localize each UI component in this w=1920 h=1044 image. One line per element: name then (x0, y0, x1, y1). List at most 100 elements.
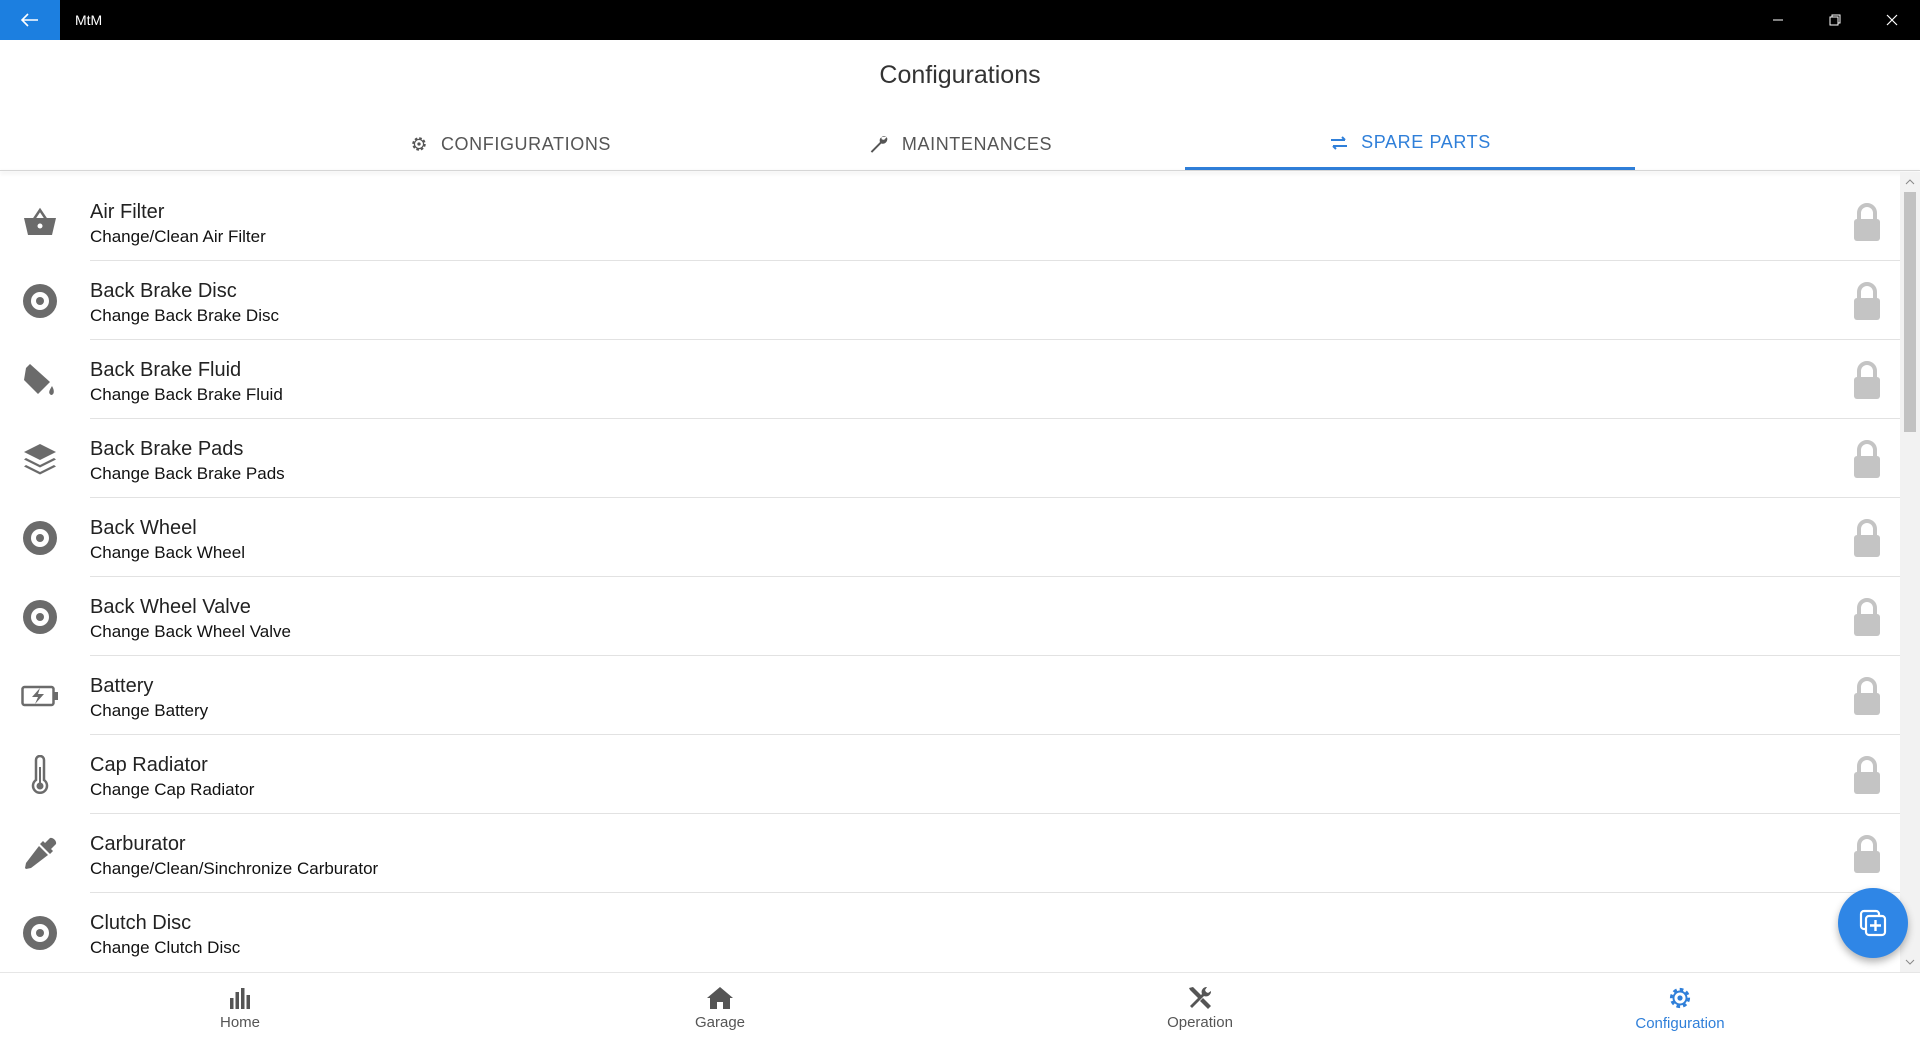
row-divider (90, 576, 1900, 577)
minimize-button[interactable] (1749, 0, 1806, 40)
basket-icon (20, 202, 60, 242)
item-title: Battery (90, 675, 154, 697)
lock-icon[interactable] (1852, 755, 1882, 795)
wrench-icon (870, 136, 888, 153)
item-title: Air Filter (90, 201, 165, 223)
tab-configurations[interactable]: CONFIGURATIONS (285, 118, 735, 170)
tab-maintenances[interactable]: MAINTENANCES (735, 118, 1185, 170)
house-icon (707, 987, 733, 1009)
tab-maintenances-label: MAINTENANCES (901, 133, 1053, 154)
item-subtitle: Change/Clean Air Filter (90, 227, 266, 246)
lock-icon[interactable] (1852, 202, 1882, 242)
scroll-up-icon[interactable] (1900, 174, 1920, 190)
item-title: Clutch Disc (90, 912, 192, 934)
lock-icon[interactable] (1852, 676, 1882, 716)
scroll-thumb[interactable] (1904, 192, 1916, 432)
back-button[interactable] (0, 0, 60, 40)
item-subtitle: Change Clutch Disc (90, 938, 241, 957)
lock-icon[interactable] (1852, 518, 1882, 558)
nav-home[interactable]: Home (0, 973, 480, 1044)
disc-icon (20, 518, 60, 558)
layers-icon (20, 439, 60, 479)
battery-charging-icon (20, 676, 60, 716)
disc-icon (20, 597, 60, 637)
lock-icon[interactable] (1852, 439, 1882, 479)
tools-icon (1189, 986, 1212, 1009)
list-item[interactable]: Back Wheel Change Back Wheel (0, 498, 1900, 577)
scroll-down-icon[interactable] (1900, 954, 1920, 970)
row-divider (90, 339, 1900, 340)
nav-garage[interactable]: Garage (480, 973, 960, 1044)
nav-configuration[interactable]: Configuration (1440, 973, 1920, 1044)
item-subtitle: Change Battery (90, 701, 209, 720)
dropper-icon (20, 834, 60, 874)
window-controls (1749, 0, 1920, 40)
bottom-navigation: Home Garage Operation Configuration (0, 972, 1920, 1043)
app-title: MtM (75, 12, 103, 28)
item-subtitle: Change Back Brake Disc (90, 306, 279, 325)
restore-button[interactable] (1806, 0, 1863, 40)
item-title: Back Brake Pads (90, 438, 244, 460)
spare-parts-list: Air Filter Change/Clean Air Filter Back … (0, 182, 1900, 972)
add-copy-icon (1859, 909, 1887, 937)
row-divider (90, 260, 1900, 261)
nav-configuration-label: Configuration (1635, 1015, 1725, 1032)
item-title: Back Wheel Valve (90, 596, 251, 618)
page-title: Configurations (879, 61, 1041, 89)
row-divider (90, 418, 1900, 419)
nav-home-label: Home (219, 1014, 260, 1031)
list-item[interactable]: Battery Change Battery (0, 656, 1900, 735)
thermometer-icon (20, 755, 60, 795)
disc-icon (20, 281, 60, 321)
header-divider (0, 170, 1920, 171)
nav-operation[interactable]: Operation (960, 973, 1440, 1044)
item-title: Cap Radiator (90, 754, 208, 776)
item-subtitle: Change Cap Radiator (90, 780, 255, 799)
item-title: Back Brake Fluid (90, 359, 242, 381)
gear-icon (412, 137, 426, 151)
item-subtitle: Change Back Brake Fluid (90, 385, 283, 404)
nav-garage-label: Garage (694, 1014, 746, 1031)
list-item[interactable]: Cap Radiator Change Cap Radiator (0, 735, 1900, 814)
restore-icon (1829, 14, 1840, 26)
item-subtitle: Change Back Brake Pads (90, 464, 285, 483)
lock-icon[interactable] (1852, 360, 1882, 400)
nav-operation-label: Operation (1167, 1014, 1233, 1031)
list-item[interactable]: Back Brake Fluid Change Back Brake Fluid (0, 340, 1900, 419)
list-item[interactable]: Clutch Disc Change Clutch Disc (0, 893, 1900, 972)
tab-spare-parts-label: SPARE PARTS (1361, 132, 1491, 152)
arrow-left-icon (21, 13, 38, 27)
bar-chart-icon (230, 988, 250, 1009)
gear-icon (1669, 987, 1691, 1009)
lock-icon[interactable] (1852, 834, 1882, 874)
list-item[interactable]: Back Wheel Valve Change Back Wheel Valve (0, 577, 1900, 656)
row-divider (90, 497, 1900, 498)
tab-bar: CONFIGURATIONS MAINTENANCES SPARE PARTS (0, 118, 1920, 170)
row-divider (90, 655, 1900, 656)
add-spare-part-button[interactable] (1838, 888, 1908, 958)
item-subtitle: Change Back Wheel Valve (90, 622, 291, 641)
item-title: Back Wheel (90, 517, 197, 539)
item-title: Back Brake Disc (90, 280, 237, 302)
disc-icon (20, 913, 60, 953)
item-subtitle: Change Back Wheel (90, 543, 245, 562)
list-item[interactable]: Carburator Change/Clean/Sinchronize Carb… (0, 814, 1900, 893)
row-divider (90, 813, 1900, 814)
window-titlebar: MtM (0, 0, 1920, 40)
item-subtitle: Change/Clean/Sinchronize Carburator (90, 859, 379, 878)
tab-spare-parts[interactable]: SPARE PARTS (1185, 118, 1635, 170)
paint-bucket-icon (20, 360, 60, 400)
lock-icon[interactable] (1852, 597, 1882, 637)
list-item[interactable]: Back Brake Disc Change Back Brake Disc (0, 261, 1900, 340)
tab-configurations-label: CONFIGURATIONS (440, 133, 612, 154)
lock-icon[interactable] (1852, 281, 1882, 321)
list-item[interactable]: Back Brake Pads Change Back Brake Pads (0, 419, 1900, 498)
row-divider (90, 892, 1900, 893)
swap-icon (1331, 135, 1348, 150)
list-scrollbar[interactable] (1900, 172, 1920, 972)
close-button[interactable] (1863, 0, 1920, 40)
item-title: Carburator (90, 833, 186, 855)
minimize-icon (1772, 19, 1783, 21)
list-item[interactable]: Air Filter Change/Clean Air Filter (0, 182, 1900, 261)
close-icon (1886, 14, 1897, 26)
